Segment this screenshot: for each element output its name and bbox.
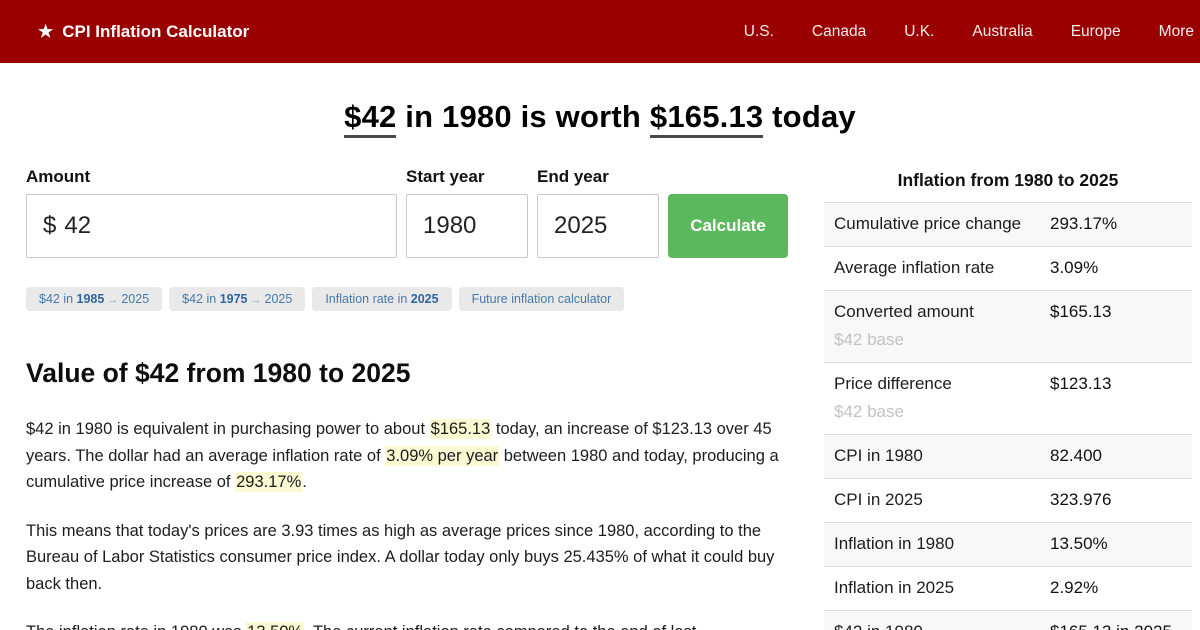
main-column: Amount $ Start year End year Calculate [26, 167, 788, 630]
paragraph-buying-power: This means that today's prices are 3.93 … [26, 521, 775, 593]
table-row-converted-amount: Converted amount $42 base $165.13 [824, 291, 1192, 363]
row-value: 323.976 [1050, 490, 1112, 509]
highlight-converted-amount: $165.13 [429, 419, 492, 439]
highlight-cumulative: 293.17% [235, 472, 303, 492]
row-sublabel: $42 base [834, 402, 904, 421]
row-value: $165.13 in 2025 [1050, 622, 1172, 630]
end-year-input-value[interactable] [554, 212, 648, 240]
chip-bold-year: 1985 [76, 292, 105, 306]
text-run: $42 in 1980 is equivalent in purchasing … [26, 420, 430, 438]
chip-text: $42 in [182, 292, 220, 306]
top-nav: U.S. Canada U.K. Australia Europe More [744, 23, 1194, 41]
calculate-button[interactable]: Calculate [668, 194, 788, 258]
paragraph-summary: $42 in 1980 is equivalent in purchasing … [26, 416, 782, 496]
end-year-label: End year [537, 167, 609, 186]
title-worth: $165.13 [649, 99, 764, 138]
paragraph-inflation-rate: The inflation rate in 1980 was 13.50%. T… [26, 619, 782, 630]
row-label: Inflation in 1980 [834, 534, 955, 553]
table-row-price-difference: Price difference $42 base $123.13 [824, 363, 1192, 435]
table-row-cumulative-change: Cumulative price change 293.17% [824, 203, 1192, 247]
table-row-inflation-1980: Inflation in 1980 13.50% [824, 523, 1192, 567]
calculator-form: Amount $ Start year End year Calculate [26, 167, 788, 258]
quick-link-1985[interactable]: $42 in 1985 → 2025 [26, 287, 163, 311]
start-year-label: Start year [406, 167, 485, 186]
row-value: 2.92% [1050, 578, 1099, 597]
nav-link-uk[interactable]: U.K. [904, 22, 935, 40]
quick-links: $42 in 1985 → 2025 $42 in 1975 → 2025 Inflat… [26, 287, 788, 311]
row-label: CPI in 1980 [834, 446, 923, 465]
nav-link-more[interactable]: More [1158, 22, 1194, 40]
quick-link-future-calculator[interactable]: Future inflation calculator [458, 287, 625, 311]
brand-title: CPI Inflation Calculator [62, 21, 250, 41]
amount-field: Amount $ [26, 167, 397, 258]
summary-sidebar: Inflation from 1980 to 2025 Cumulative p… [824, 167, 1192, 630]
row-sublabel: $42 base [834, 330, 904, 349]
amount-input-value[interactable] [64, 212, 386, 240]
row-label: $42 in 1980 [834, 622, 1042, 630]
summary-table: Cumulative price change 293.17% Average … [824, 202, 1192, 630]
quick-link-1975[interactable]: $42 in 1975 → 2025 [169, 287, 306, 311]
arrow-right-icon: → [250, 294, 262, 306]
row-label: Cumulative price change [834, 214, 1022, 233]
nav-link-canada[interactable]: Canada [811, 22, 867, 40]
row-value: $123.13 [1050, 374, 1112, 393]
nav-link-europe[interactable]: Europe [1070, 22, 1121, 40]
row-value: 293.17% [1050, 214, 1118, 233]
end-year-input[interactable] [537, 194, 659, 258]
chip-bold-year: 1975 [219, 292, 248, 306]
title-middle: in 1980 is worth [396, 99, 650, 134]
chip-text: Inflation rate in [325, 292, 411, 306]
highlight-avg-rate: 3.09% per year [385, 445, 500, 466]
currency-prefix: $ [43, 212, 57, 239]
quick-link-inflation-rate[interactable]: Inflation rate in 2025 [312, 287, 452, 311]
chip-text: 2025 [121, 292, 150, 306]
summary-table-title: Inflation from 1980 to 2025 [897, 170, 1119, 190]
brand-home-link[interactable]: ★ CPI Inflation Calculator [38, 22, 249, 42]
page-title: $42 in 1980 is worth $165.13 today [0, 99, 1200, 138]
table-row-inflation-2025: Inflation in 2025 2.92% [824, 567, 1192, 611]
arrow-right-icon: → [107, 294, 119, 306]
row-value: 82.400 [1050, 446, 1102, 465]
star-icon: ★ [38, 21, 54, 41]
start-year-input[interactable] [406, 194, 528, 258]
nav-link-australia[interactable]: Australia [972, 22, 1033, 40]
row-value: 3.09% [1050, 258, 1099, 277]
text-run: . [302, 473, 307, 491]
row-label: Inflation in 2025 [834, 578, 955, 597]
table-row-cpi-2025: CPI in 2025 323.976 [824, 479, 1192, 523]
top-nav-bar: ★ CPI Inflation Calculator U.S. Canada U… [0, 0, 1200, 63]
table-row-average-rate: Average inflation rate 3.09% [824, 247, 1192, 291]
text-run: between 1980 and today, producing a cumu… [26, 446, 779, 492]
row-label: Converted amount [834, 302, 974, 321]
table-row-42-in-1980: $42 in 1980 $165.13 in 2025 [824, 611, 1192, 630]
amount-label: Amount [26, 167, 91, 186]
section-heading: Value of $42 from 1980 to 2025 [26, 358, 411, 388]
text-run: today, an increase of $123.13 over 45 ye… [26, 420, 772, 465]
table-row-cpi-1980: CPI in 1980 82.400 [824, 435, 1192, 479]
text-run: . The current inflation rate compared to… [304, 623, 696, 630]
chip-text: 2025 [264, 292, 293, 306]
chip-bold-year: 2025 [410, 292, 439, 306]
start-year-input-value[interactable] [423, 212, 517, 240]
nav-link-us[interactable]: U.S. [743, 22, 774, 40]
amount-input[interactable]: $ [26, 194, 397, 258]
text-run: The inflation rate in 1980 was [26, 623, 246, 630]
row-label: CPI in 2025 [834, 490, 923, 509]
end-year-field: End year [537, 167, 659, 258]
title-suffix: today [763, 99, 856, 134]
title-amount: $42 [344, 99, 397, 138]
start-year-field: Start year [406, 167, 528, 258]
chip-text: $42 in [39, 292, 77, 306]
row-value: 13.50% [1050, 534, 1108, 553]
row-value: $165.13 [1050, 302, 1112, 321]
chip-text: Future inflation calculator [471, 292, 612, 306]
row-label: Average inflation rate [834, 258, 995, 277]
row-label: Price difference [834, 374, 952, 393]
highlight-1980-rate: 13.50% [246, 622, 305, 630]
